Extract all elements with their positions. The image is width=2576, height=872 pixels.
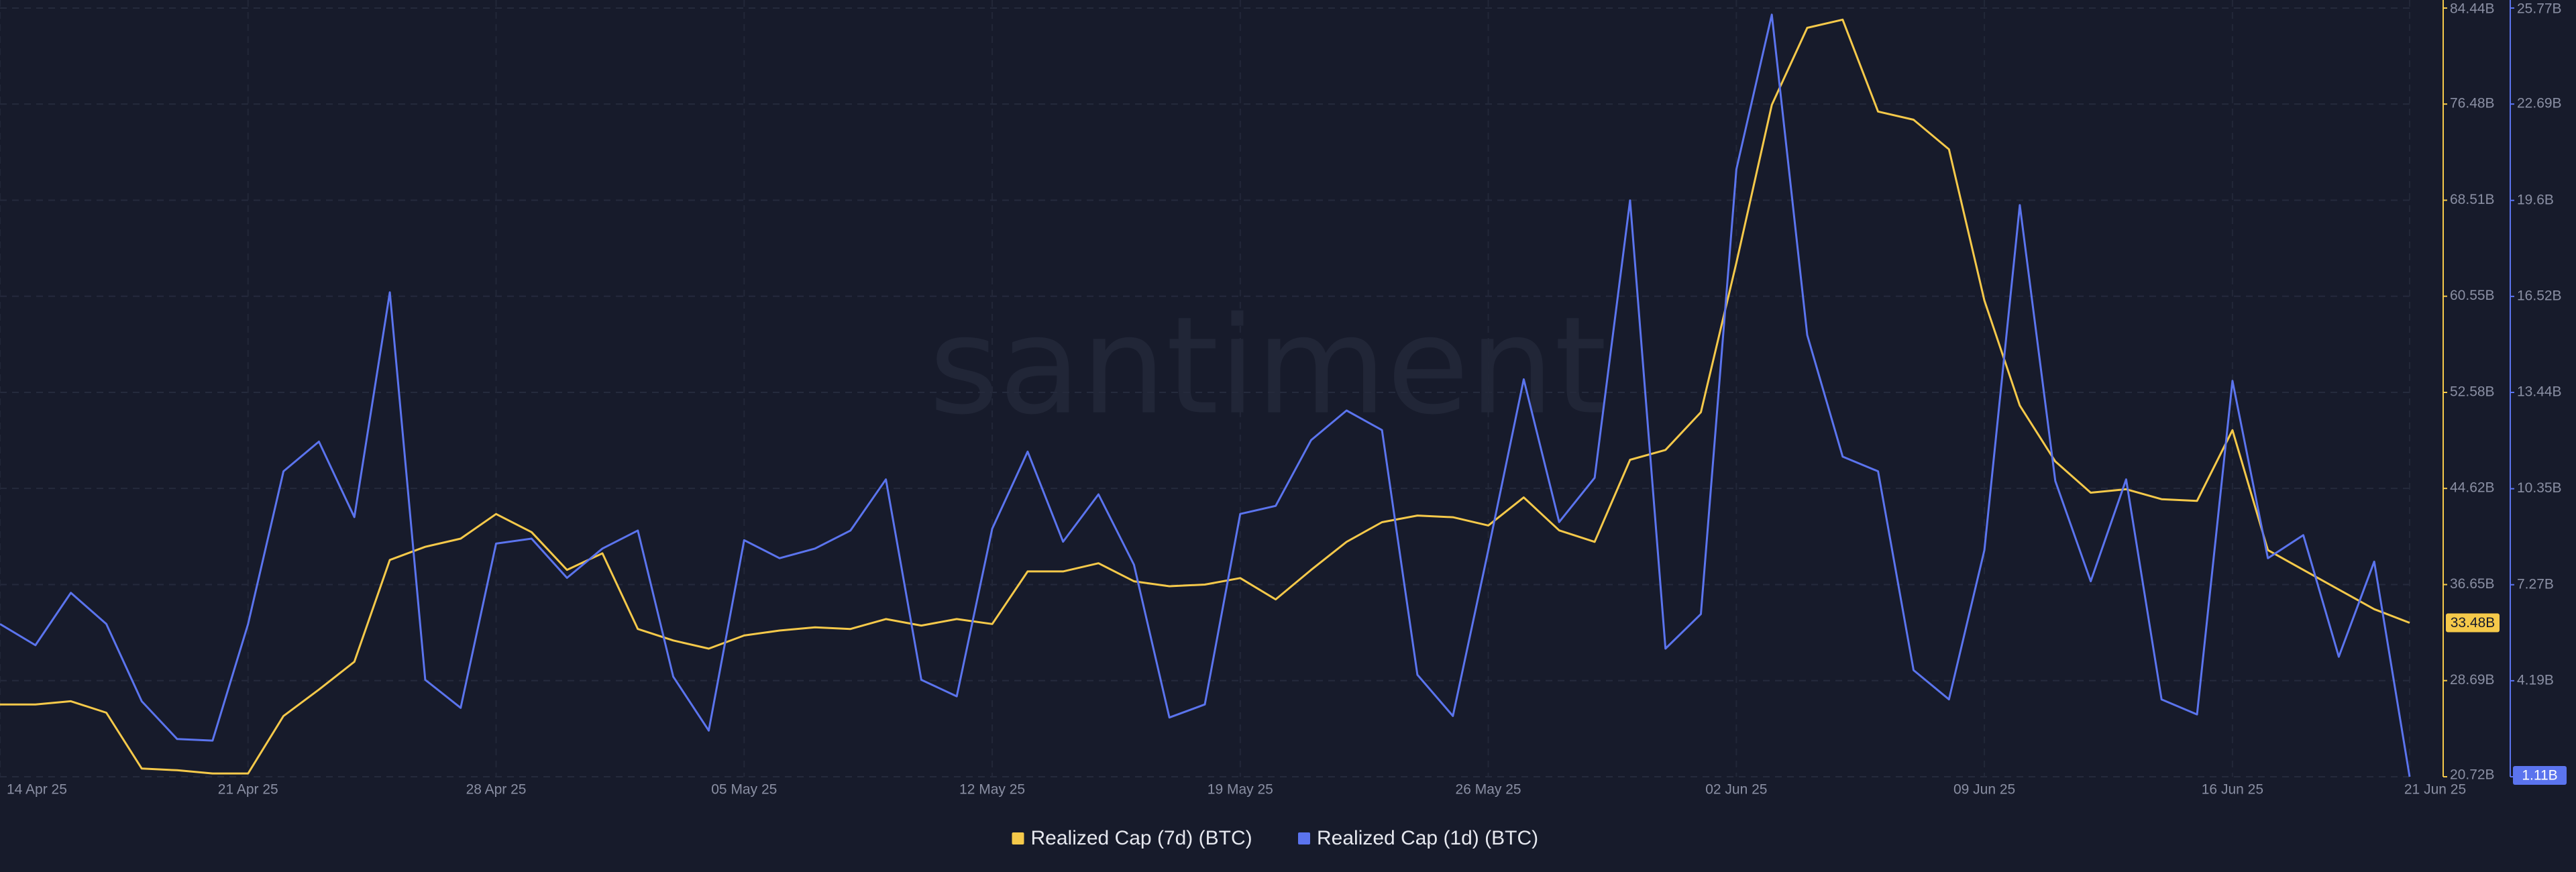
series-line [0,13,2411,777]
x-tick-label: 05 May 25 [711,782,777,798]
legend-label: Realized Cap (1d) (BTC) [1317,827,1538,849]
x-tick-label: 21 Jun 25 [2404,782,2466,798]
y-tick-label: 52.58B [2450,384,2495,400]
y-tick-label: 84.44B [2450,1,2495,17]
series-line [0,18,2410,775]
x-tick-label: 28 Apr 25 [466,782,527,798]
value-label: 33.48B [2451,615,2496,631]
y2-tick-label: 19.6B [2517,192,2554,207]
y-tick-label: 28.69B [2450,672,2495,688]
legend-swatch [1298,832,1310,844]
y-tick-label: 60.55B [2450,288,2495,303]
y-tick-label: 20.72B [2450,767,2495,783]
y2-tick-label: 16.52B [2517,288,2562,303]
legend-swatch [1012,832,1024,844]
x-tick-label: 19 May 25 [1208,782,1273,798]
x-tick-label: 26 May 25 [1456,782,1521,798]
value-label: 1.11B [2522,768,2557,783]
legend-label: Realized Cap (7d) (BTC) [1031,827,1252,849]
y2-tick-label: 10.35B [2517,480,2562,496]
y2-tick-label: 7.27B [2517,576,2554,592]
x-tick-label: 02 Jun 25 [1705,782,1767,798]
y2-tick-label: 13.44B [2517,384,2562,400]
y-tick-label: 36.65B [2450,576,2495,592]
value-badge [2446,613,2500,633]
value-badge [2513,766,2567,785]
y-tick-label: 76.48B [2450,96,2495,111]
y-tick-label: 44.62B [2450,480,2495,496]
x-tick-label: 14 Apr 25 [7,782,67,798]
y2-tick-label: 22.69B [2517,96,2562,111]
y2-tick-label: 4.19B [2517,672,2554,688]
watermark: santiment [929,288,1607,445]
x-tick-label: 16 Jun 25 [2202,782,2263,798]
x-tick-label: 09 Jun 25 [1953,782,2015,798]
y-tick-label: 68.51B [2450,192,2495,207]
x-tick-label: 12 May 25 [959,782,1025,798]
y2-tick-label: 25.77B [2517,1,2562,17]
x-tick-label: 21 Apr 25 [218,782,278,798]
